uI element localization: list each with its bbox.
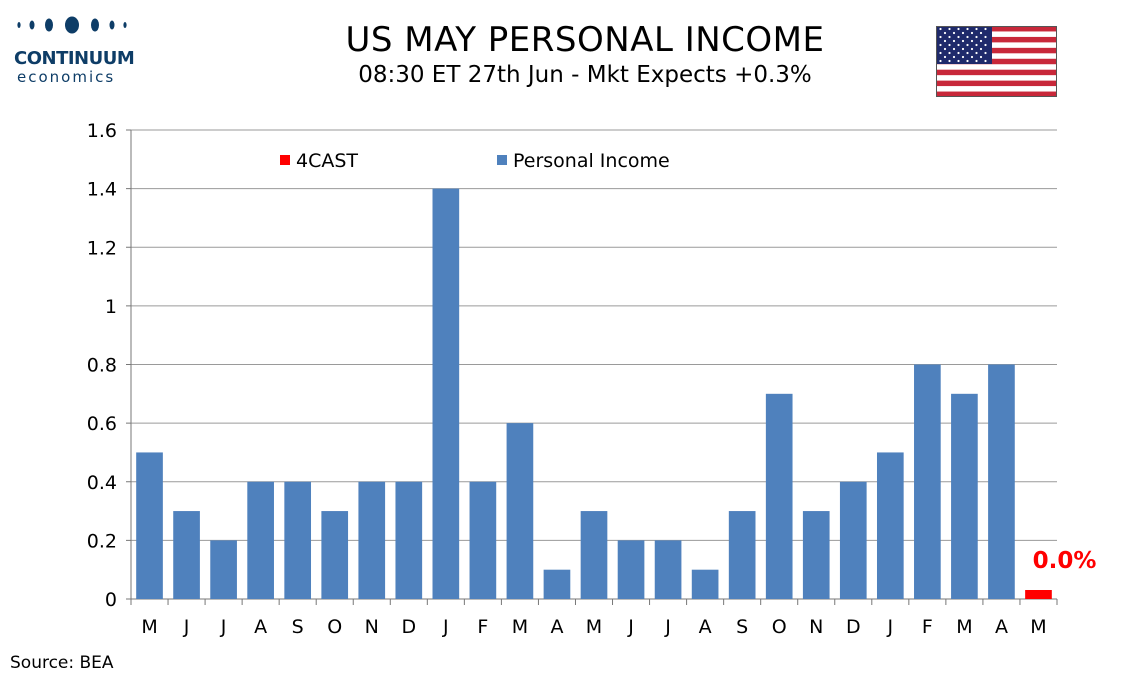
x-tick-label: D — [401, 616, 416, 638]
continuum-logo: CONTINUUM economics — [12, 14, 137, 86]
x-tick-label: M — [586, 616, 602, 638]
bar-personal-income — [988, 364, 1015, 599]
legend-label: Personal Income — [513, 150, 670, 172]
x-tick-label: N — [809, 616, 823, 638]
x-tick-label: J — [627, 616, 634, 638]
bar-personal-income — [432, 188, 460, 599]
legend-swatch — [280, 155, 290, 165]
bar-personal-income — [951, 393, 978, 599]
x-tick-label: A — [699, 616, 712, 638]
legend-swatch — [497, 155, 507, 165]
y-tick-label: 1 — [105, 296, 117, 318]
bar-personal-income — [543, 569, 571, 599]
x-tick-label: F — [922, 616, 933, 638]
bar-personal-income — [173, 511, 200, 599]
bar-personal-income — [839, 481, 867, 599]
x-tick-label: M — [141, 616, 157, 638]
x-tick-label: S — [736, 616, 748, 638]
bar-personal-income — [617, 540, 645, 599]
x-tick-label: O — [772, 616, 787, 638]
chart-title: US MAY PERSONAL INCOME — [345, 20, 825, 60]
bar-personal-income — [876, 452, 904, 599]
bar-personal-income — [728, 511, 756, 599]
x-tick-label: O — [327, 616, 342, 638]
x-tick-label: J — [664, 616, 671, 638]
bar-personal-income — [247, 481, 274, 599]
y-tick-label: 1.2 — [87, 237, 117, 259]
x-tick-label: F — [477, 616, 488, 638]
x-tick-label: J — [887, 616, 894, 638]
y-tick-label: 0 — [105, 589, 117, 611]
x-tick-label: M — [512, 616, 528, 638]
bar-personal-income — [765, 393, 793, 599]
y-tick-label: 1.4 — [87, 179, 117, 201]
bar-4cast — [1025, 590, 1052, 599]
source-note: Source: BEA — [10, 653, 114, 673]
bar-personal-income — [395, 481, 423, 599]
x-tick-label: M — [956, 616, 972, 638]
bar-personal-income — [469, 481, 497, 599]
y-tick-label: 0.6 — [87, 413, 117, 435]
x-tick-label: A — [254, 616, 267, 638]
bar-personal-income — [580, 511, 608, 599]
bar-personal-income — [321, 511, 349, 599]
bar-personal-income — [358, 481, 386, 599]
y-tick-label: 0.4 — [87, 472, 117, 494]
forecast-annotation: 0.0% — [1033, 548, 1097, 574]
bar-personal-income — [802, 511, 830, 599]
x-tick-label: A — [550, 616, 563, 638]
bar-personal-income — [284, 481, 312, 599]
chart-subtitle: 08:30 ET 27th Jun - Mkt Expects +0.3% — [358, 62, 812, 88]
bar-personal-income — [914, 364, 941, 599]
x-tick-label: D — [846, 616, 861, 638]
logo-tagline: economics — [17, 68, 116, 86]
bar-personal-income — [654, 540, 682, 599]
bar-personal-income — [691, 569, 719, 599]
x-tick-label: J — [183, 616, 190, 638]
x-tick-label: N — [365, 616, 379, 638]
y-tick-label: 1.6 — [87, 120, 117, 142]
us-flag-icon — [936, 26, 1057, 97]
x-tick-label: M — [1030, 616, 1046, 638]
x-tick-label: S — [292, 616, 304, 638]
y-tick-label: 0.8 — [87, 355, 117, 377]
logo-wordmark: CONTINUUM — [14, 48, 135, 69]
bar-personal-income — [506, 423, 534, 599]
x-tick-label: J — [442, 616, 449, 638]
x-tick-label: A — [995, 616, 1008, 638]
y-tick-label: 0.2 — [87, 530, 117, 552]
bar-personal-income — [136, 452, 163, 599]
legend-label: 4CAST — [296, 150, 358, 172]
logo-dots-icon — [17, 16, 127, 34]
x-tick-label: J — [220, 616, 227, 638]
bar-personal-income — [210, 540, 237, 599]
